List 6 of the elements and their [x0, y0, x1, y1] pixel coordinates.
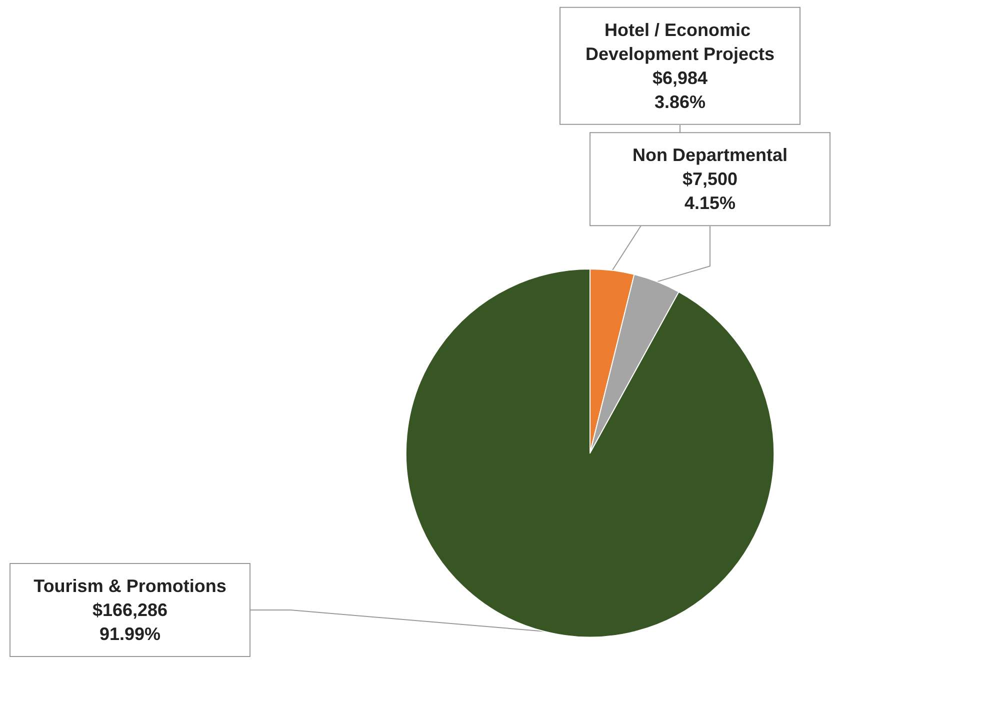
- data-label: $6,984 3.86%: [652, 68, 708, 112]
- data-label: $7,500 4.15%: [682, 169, 738, 214]
- slice-label: Hotel / Economic Development Projects: [585, 20, 775, 64]
- slice-label: Tourism & Promotions: [34, 576, 226, 596]
- data-label: $166,286 91.99%: [92, 600, 168, 644]
- slice-label: Non Departmental: [632, 145, 788, 166]
